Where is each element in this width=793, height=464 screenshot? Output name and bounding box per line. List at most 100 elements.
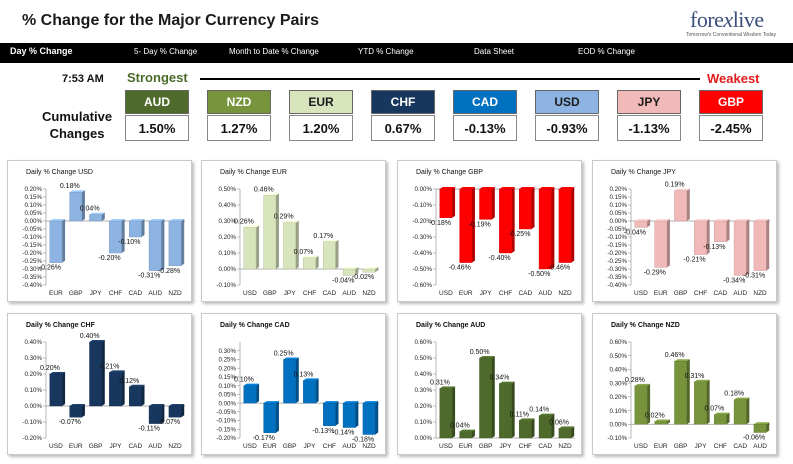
y-tick-label: -0.05% [22, 226, 42, 233]
bar-top [303, 378, 319, 381]
bar-top [539, 187, 555, 189]
x-tick-label: USD [439, 290, 453, 297]
y-tick-label: 0.50% [609, 353, 627, 360]
x-tick-label: USD [634, 290, 648, 297]
x-tick-label: CAD [128, 290, 142, 297]
bar-side [551, 187, 555, 269]
nav-data-sheet[interactable]: Data Sheet [474, 47, 515, 56]
bar-side [256, 225, 260, 269]
nav-5day-change[interactable]: 5- Day % Change [134, 47, 198, 56]
bar-side [647, 219, 651, 228]
currency-value-usd: -0.93% [535, 115, 599, 141]
data-label: 0.06% [549, 419, 569, 426]
nav-eod-change[interactable]: EOD % Change [578, 47, 635, 56]
bar-usd [49, 373, 63, 407]
x-tick-label: CAD [518, 290, 532, 297]
bar-usd [243, 385, 257, 404]
y-tick-label: -0.10% [607, 435, 627, 442]
chart-title: Daily % Change USD [26, 169, 93, 176]
bar-side [666, 219, 670, 268]
bar-side [746, 397, 750, 425]
bar-aud [342, 402, 356, 428]
y-tick-label: 0.20% [24, 371, 42, 378]
bar-eur [49, 220, 63, 263]
y-tick-label: -0.35% [607, 274, 627, 281]
x-tick-label: JPY [90, 290, 103, 297]
y-tick-label: -0.15% [607, 242, 627, 249]
y-tick-label: 0.10% [218, 250, 236, 257]
bar-top [479, 187, 495, 189]
y-tick-label: 0.20% [609, 394, 627, 401]
data-label: -0.04% [624, 229, 646, 236]
bar-nzd [362, 268, 376, 273]
y-tick-label: 0.10% [609, 202, 627, 209]
bar-top [149, 219, 165, 221]
x-tick-label: CHF [323, 443, 336, 450]
x-tick-label: AUD [342, 290, 356, 297]
bar-top [89, 212, 105, 215]
bar-eur [654, 220, 668, 268]
y-tick-label: -0.10% [412, 202, 432, 209]
y-tick-label: 0.15% [609, 194, 627, 201]
y-tick-label: 0.20% [24, 186, 42, 193]
x-tick-label: EUR [459, 443, 473, 450]
data-label: -0.17% [253, 435, 275, 442]
x-tick-label: CHF [694, 290, 707, 297]
bar-nzd [558, 188, 572, 263]
bar-side [101, 212, 105, 221]
bar-eur [69, 405, 83, 418]
bar-side [726, 412, 730, 425]
bar-top [283, 220, 299, 223]
data-label: -0.40% [488, 255, 510, 262]
bar-side [81, 404, 85, 418]
bar-top [734, 397, 750, 400]
bar-usd [243, 227, 257, 270]
bar-top [499, 381, 515, 384]
y-tick-label: 0.40% [218, 202, 236, 209]
chart-panel-jpy: Daily % Change JPY 0.20% 0.15% 0.10% 0.05% 0.… [592, 160, 777, 302]
bar-chart: 0.00% -0.10% -0.20% -0.30% -0.40% -0.50% -0.60… [412, 186, 575, 297]
data-label: -0.18% [352, 437, 374, 444]
nav-month-to-date[interactable]: Month to Date % Change [229, 47, 319, 56]
x-tick-label: USD [49, 443, 63, 450]
data-label: 0.31% [685, 373, 705, 380]
x-tick-label: JPY [695, 443, 708, 450]
bar-side [121, 370, 125, 406]
y-tick-label: 0.30% [24, 355, 42, 362]
strength-arrow-line [200, 78, 700, 80]
y-tick-label: 0.05% [218, 392, 236, 399]
data-label: -0.46% [449, 265, 471, 272]
forexlive-logo[interactable]: forexlive [690, 7, 764, 32]
x-tick-label: USD [439, 443, 453, 450]
bar-chf [519, 420, 532, 439]
chart-panel-gbp: Daily % Change GBP 0.00% -0.10% -0.20% -0.30… [397, 160, 582, 302]
nav-ytd-change[interactable]: YTD % Change [358, 47, 414, 56]
bar-side [471, 187, 475, 263]
y-tick-label: 0.10% [24, 387, 42, 394]
chart-title: Daily % Change GBP [416, 169, 483, 176]
x-tick-label: GBP [674, 443, 688, 450]
bar-side [141, 384, 145, 406]
currency-code-nzd: NZD [207, 90, 271, 114]
data-label: 0.40% [80, 333, 100, 340]
x-tick-label: CAD [538, 443, 552, 450]
y-tick-label: 0.05% [24, 210, 42, 217]
bar-top [129, 384, 145, 387]
bar-usd [634, 220, 648, 228]
bar-chf [714, 414, 727, 425]
data-label: -0.21% [683, 257, 705, 264]
data-label: 0.02% [645, 413, 665, 420]
x-tick-label: GBP [89, 443, 103, 450]
bar-side [315, 378, 319, 404]
currency-code-gbp: GBP [699, 90, 763, 114]
x-tick-label: EUR [49, 290, 63, 297]
bar-top [243, 383, 260, 386]
bar-jpy [89, 214, 102, 222]
y-tick-label: -0.40% [412, 250, 432, 257]
nav-day-change[interactable]: Day % Change [10, 46, 73, 56]
y-tick-label: 0.10% [414, 419, 432, 426]
bar-gbp [69, 192, 83, 222]
bar-side [81, 190, 85, 221]
x-tick-label: NZD [168, 443, 182, 450]
chart-title: Daily % Change CHF [26, 322, 95, 329]
